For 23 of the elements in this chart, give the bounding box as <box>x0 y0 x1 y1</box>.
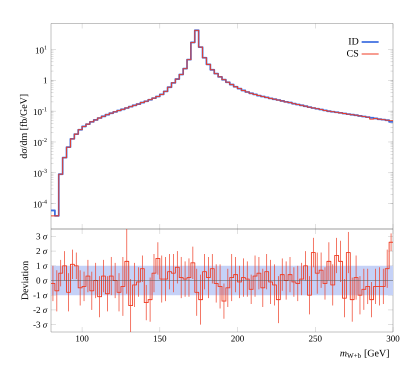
x-tick-label: 250 <box>308 336 322 342</box>
y-tick-label: 10$^{1}$ <box>36 46 47 54</box>
y-tick-label: 10$^{-2}$ <box>34 138 47 146</box>
y-axis-title: dσ/dm [fb/GeV] <box>20 94 28 158</box>
x-tick-label: 300 <box>386 336 400 342</box>
y-tick-label: -2 σ <box>33 306 48 313</box>
y-tick-label: 2 σ <box>36 248 48 254</box>
y-axis-title: Deviation <box>22 261 28 300</box>
y-tick-label: 1 σ <box>36 262 48 269</box>
y-tick-label: 10$^{-4}$ <box>34 200 47 208</box>
y-tick-label: 10$^{-1}$ <box>34 107 47 116</box>
y-tick-label: 3 σ <box>36 233 48 240</box>
x-tick-label: 200 <box>231 336 244 342</box>
y-tick-label: 0 σ <box>36 277 48 284</box>
x-tick-label: 150 <box>154 336 166 342</box>
y-tick-label: -1 σ <box>33 292 48 298</box>
y-tick-label: -3 σ <box>33 322 48 328</box>
y-tick-label: 10$^{-3}$ <box>34 168 47 177</box>
legend-label: CS <box>346 50 358 57</box>
x-axis-title: m$_{W+b}$ [GeV] <box>340 349 389 358</box>
x-tick-label: 100 <box>76 336 88 342</box>
y-tick-label: 1 <box>44 77 47 84</box>
legend-label: ID <box>348 38 358 44</box>
